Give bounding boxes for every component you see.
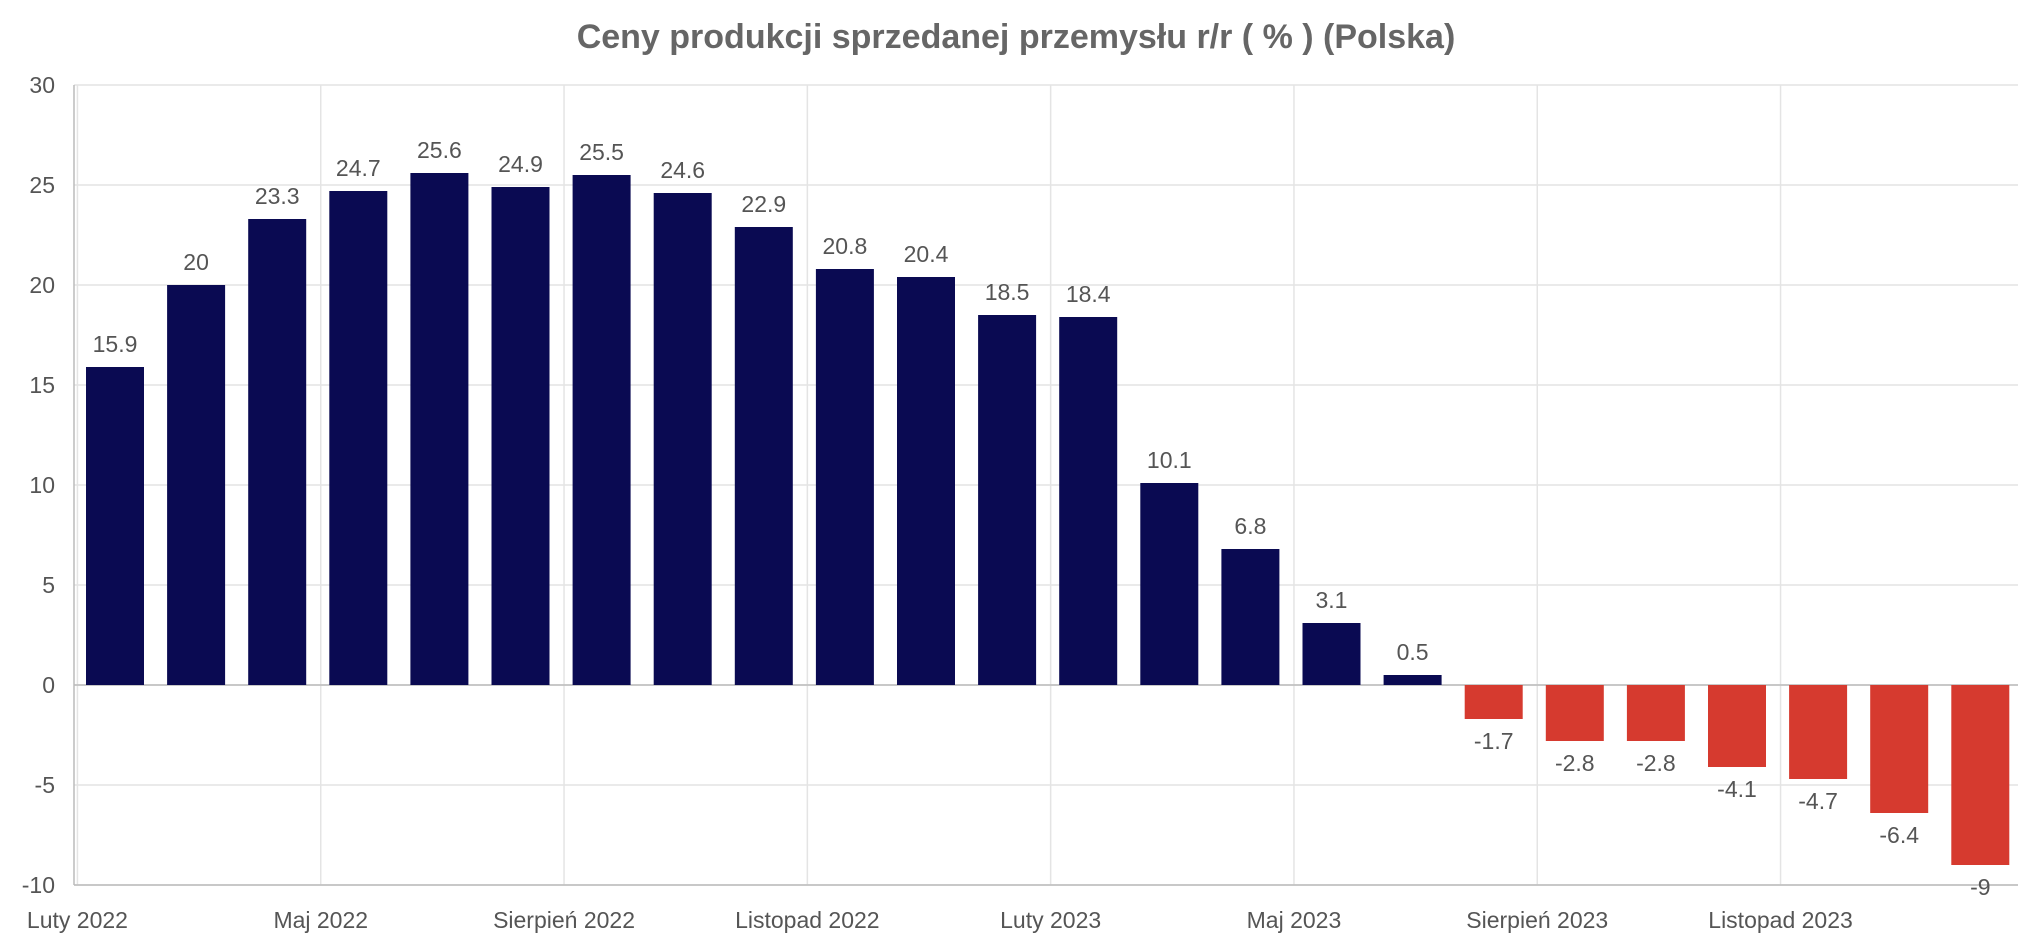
y-tick-label: 10 (29, 472, 55, 498)
data-label: 0.5 (1397, 639, 1429, 665)
x-tick-label: Maj 2023 (1247, 907, 1342, 933)
bar (1383, 675, 1442, 685)
bar (1789, 685, 1848, 779)
bar (897, 277, 955, 685)
bar (978, 315, 1037, 685)
y-tick-label: 5 (42, 572, 55, 598)
bar (410, 173, 469, 685)
y-tick-label: 30 (29, 72, 55, 98)
bar (1626, 685, 1685, 741)
y-tick-label: -5 (35, 772, 55, 798)
data-label: 20.4 (904, 241, 949, 267)
data-label: -6.4 (1879, 822, 1919, 848)
data-label: -4.1 (1717, 776, 1757, 802)
x-tick-label: Maj 2022 (273, 907, 368, 933)
bar (86, 367, 144, 685)
data-label: 25.5 (579, 139, 624, 165)
data-label: 20.8 (823, 233, 868, 259)
data-label: 25.6 (417, 137, 462, 163)
bar (248, 219, 307, 685)
bar (734, 227, 793, 685)
y-tick-label: -10 (22, 872, 55, 898)
bar (167, 285, 226, 685)
data-label: -4.7 (1798, 788, 1838, 814)
x-tick-label: Listopad 2023 (1708, 907, 1853, 933)
bar (572, 175, 631, 685)
bar (815, 269, 874, 685)
data-label: 22.9 (741, 191, 786, 217)
bar (1708, 685, 1766, 767)
data-label: 18.5 (985, 279, 1030, 305)
data-label: -9 (1970, 874, 1990, 900)
data-label: -2.8 (1555, 750, 1595, 776)
bar (491, 187, 550, 685)
bar (1140, 483, 1199, 685)
data-label: -1.7 (1474, 728, 1514, 754)
x-tick-label: Sierpień 2022 (493, 907, 635, 933)
bar (1221, 549, 1280, 685)
data-label: 10.1 (1147, 447, 1192, 473)
data-label: 24.9 (498, 151, 543, 177)
data-label: 15.9 (93, 331, 138, 357)
data-label: 6.8 (1234, 513, 1266, 539)
data-label: -2.8 (1636, 750, 1676, 776)
bar (1302, 623, 1361, 685)
data-label: 20 (183, 249, 209, 275)
data-label: 24.7 (336, 155, 381, 181)
x-tick-label: Luty 2022 (27, 907, 128, 933)
bar (1464, 685, 1523, 719)
y-tick-label: 0 (42, 672, 55, 698)
bar (1059, 317, 1118, 685)
y-tick-label: 20 (29, 272, 55, 298)
chart-title: Ceny produkcji sprzedanej przemysłu r/r … (576, 18, 1456, 56)
y-tick-label: 15 (29, 372, 55, 398)
y-tick-label: 25 (29, 172, 55, 198)
x-tick-label: Sierpień 2023 (1466, 907, 1608, 933)
data-label: 18.4 (1066, 281, 1111, 307)
bar (653, 193, 712, 685)
data-label: 24.6 (660, 157, 705, 183)
bar (329, 191, 388, 685)
x-tick-label: Luty 2023 (1000, 907, 1101, 933)
data-label: 23.3 (255, 183, 300, 209)
bar (1870, 685, 1929, 813)
bar (1951, 685, 2010, 865)
x-tick-label: Listopad 2022 (735, 907, 880, 933)
data-label: 3.1 (1316, 587, 1348, 613)
bar (1545, 685, 1604, 741)
